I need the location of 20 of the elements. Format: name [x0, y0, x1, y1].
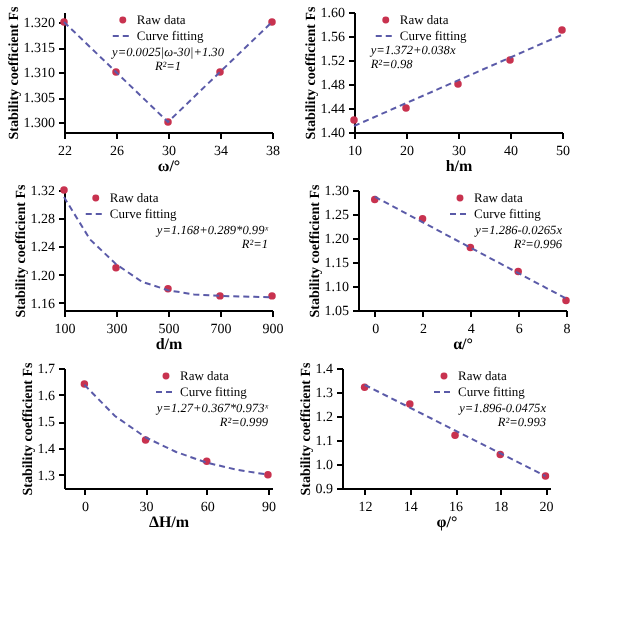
point	[558, 26, 566, 34]
point	[506, 56, 514, 64]
line-series	[63, 196, 273, 299]
point	[406, 400, 414, 408]
point	[112, 263, 120, 272]
point	[350, 116, 358, 124]
x-axis-title: h/m	[445, 157, 473, 175]
x-axis-title: α/°	[453, 335, 473, 353]
point	[80, 380, 89, 388]
point	[402, 104, 410, 112]
x-axis-title: ΔH/m	[148, 513, 190, 531]
point	[268, 292, 276, 300]
point	[264, 470, 272, 479]
x-axis-title: ω/°	[157, 157, 181, 175]
point	[562, 296, 570, 305]
point	[451, 431, 459, 439]
x-axis-title: φ/°	[436, 513, 458, 531]
x-axis-title: d/m	[155, 335, 183, 353]
line-series	[83, 383, 269, 476]
point	[268, 18, 276, 26]
